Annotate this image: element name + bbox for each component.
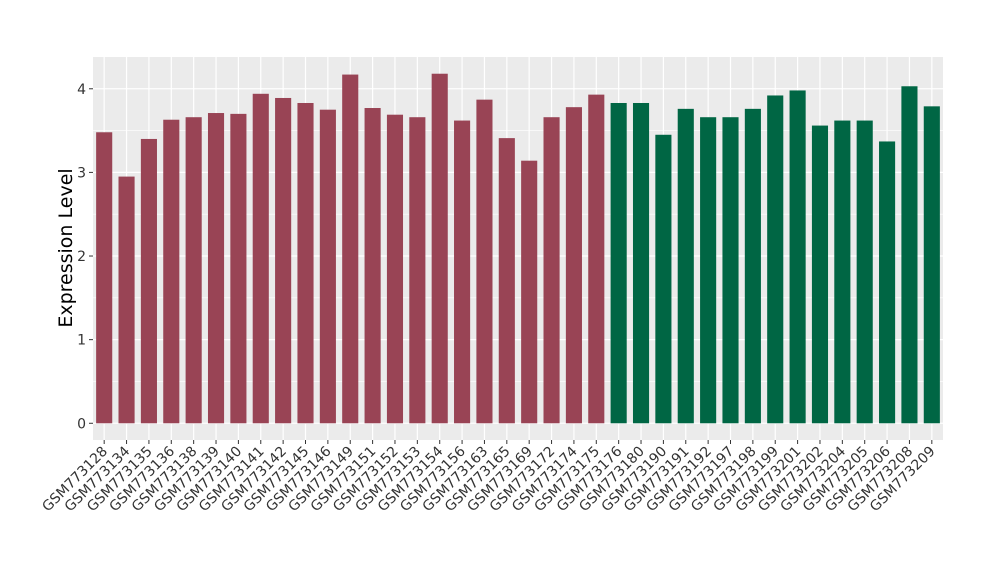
y-axis-label: Expression Level bbox=[55, 168, 77, 327]
bar bbox=[521, 160, 538, 424]
y-tick-label: 1 bbox=[77, 333, 86, 349]
bar bbox=[923, 106, 940, 424]
bar bbox=[476, 99, 493, 424]
y-tick-label: 2 bbox=[77, 249, 86, 265]
bar bbox=[230, 113, 247, 424]
bar bbox=[722, 117, 739, 424]
bar bbox=[364, 108, 381, 424]
bar bbox=[565, 107, 582, 424]
bar bbox=[342, 74, 359, 424]
bar bbox=[789, 90, 806, 424]
bar bbox=[588, 94, 605, 424]
bar bbox=[207, 113, 225, 424]
bar bbox=[96, 132, 113, 424]
bar bbox=[454, 120, 471, 424]
bar bbox=[610, 102, 627, 424]
bar bbox=[879, 141, 896, 424]
bar bbox=[409, 117, 426, 424]
bar bbox=[700, 117, 717, 424]
bar bbox=[297, 102, 314, 424]
bar bbox=[901, 86, 918, 424]
bar bbox=[543, 117, 560, 424]
bar bbox=[767, 95, 784, 424]
bar bbox=[252, 93, 269, 424]
bar bbox=[744, 108, 761, 424]
bar bbox=[677, 108, 694, 424]
bar bbox=[140, 138, 157, 424]
bar bbox=[185, 117, 202, 424]
bar bbox=[431, 73, 448, 424]
bar bbox=[319, 109, 336, 424]
y-tick-label: 3 bbox=[77, 165, 86, 181]
bar bbox=[118, 176, 135, 424]
bar bbox=[856, 120, 873, 424]
bar bbox=[163, 119, 180, 424]
bar bbox=[498, 138, 515, 424]
bar bbox=[386, 114, 404, 424]
bar bbox=[811, 125, 829, 424]
bar bbox=[834, 120, 851, 424]
bar bbox=[632, 102, 650, 424]
bar bbox=[655, 134, 672, 424]
y-tick-label: 4 bbox=[77, 82, 86, 98]
y-tick-label: 0 bbox=[77, 416, 86, 432]
bar bbox=[275, 97, 292, 424]
